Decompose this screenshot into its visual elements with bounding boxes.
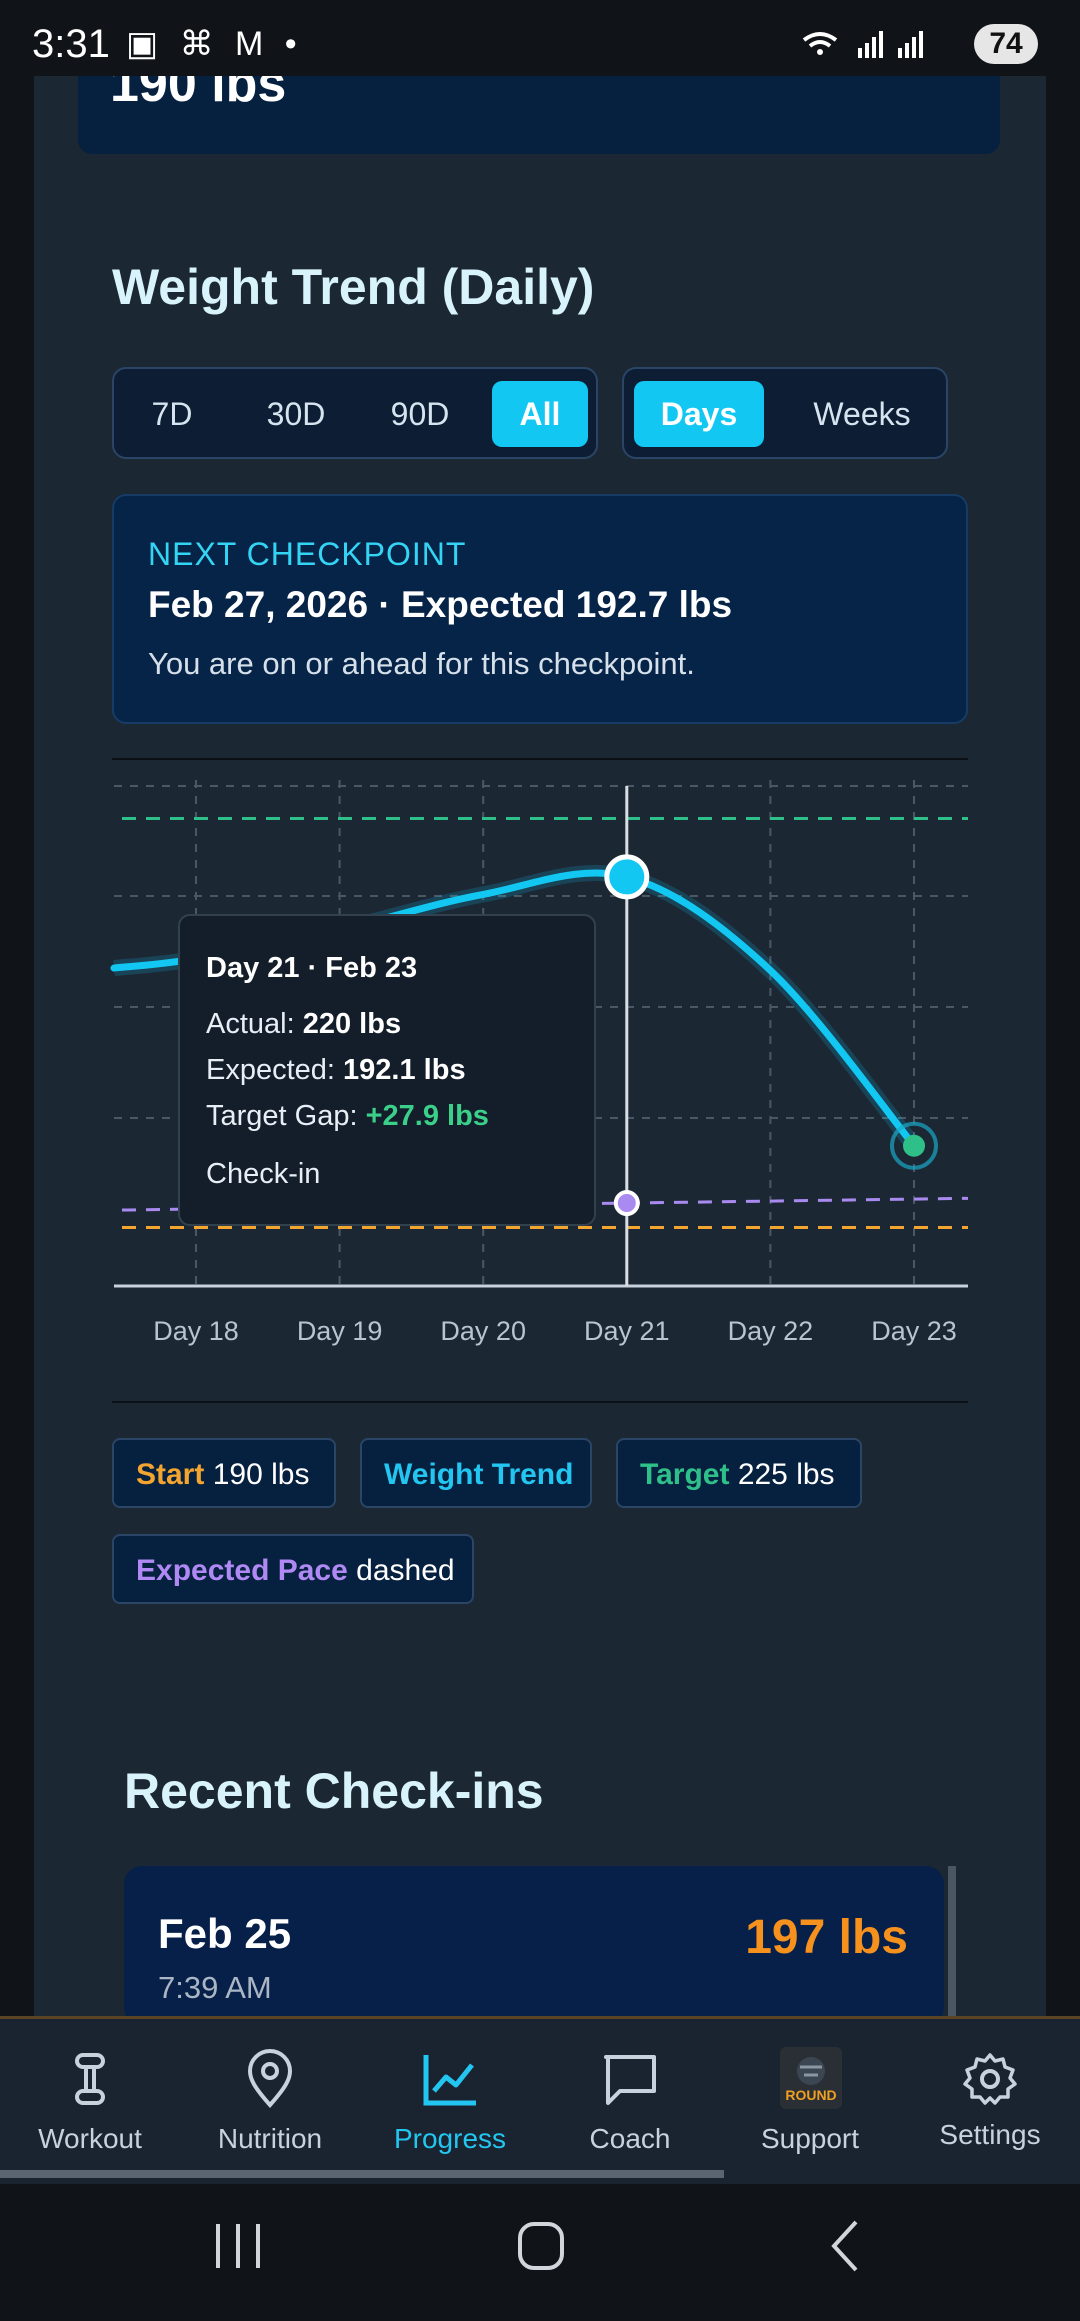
latest-point — [903, 1134, 925, 1157]
list-scrollbar[interactable] — [948, 1866, 956, 2016]
wifi-signal-icon — [802, 31, 923, 58]
checkpoint-title: Feb 27, 2026 · Expected 192.7 lbs — [148, 584, 733, 625]
checkin-weight: 197 lbs — [745, 1911, 908, 1964]
notification-icons: ▣ ⌘ M • — [126, 25, 303, 63]
legend-start: Start 190 lbs — [112, 1438, 336, 1508]
system-navigation-bar — [0, 2184, 1080, 2316]
nav-settings[interactable]: Settings — [900, 2019, 1080, 2187]
unit-weeks-button[interactable]: Weeks — [813, 396, 911, 432]
x-tick-label: Day 18 — [153, 1316, 239, 1346]
nav-label-settings: Settings — [939, 2119, 1041, 2150]
expected-point — [613, 1190, 640, 1217]
x-tick-label: Day 23 — [871, 1316, 957, 1346]
x-tick-label: Day 21 — [584, 1316, 670, 1346]
x-tick-label: Day 19 — [297, 1316, 383, 1346]
weight-trend-title: Weight Trend (Daily) — [112, 259, 595, 315]
next-checkpoint-card: NEXT CHECKPOINT Feb 27, 2026 · Expected … — [112, 494, 968, 724]
current-weight-card: 190 lbs — [78, 76, 1000, 154]
legend-weight-trend: Weight Trend — [360, 1438, 592, 1508]
signal-icons — [800, 26, 930, 70]
range-90d-button[interactable]: 90D — [390, 396, 450, 432]
nav-label-progress: Progress — [393, 2123, 507, 2154]
recent-apps-button[interactable] — [216, 2224, 260, 2268]
chart-top-divider — [112, 758, 968, 760]
status-bar: 3:31 ▣ ⌘ M • 74 — [0, 0, 1080, 76]
unit-selector: Days Weeks — [622, 367, 948, 459]
tooltip-title: Day 21 · Feb 23 — [206, 952, 418, 984]
range-all-button[interactable]: All — [492, 381, 588, 447]
tooltip-expected: Expected: 192.1 lbs — [206, 1054, 466, 1086]
checkpoint-subtitle: You are on or ahead for this checkpoint. — [148, 646, 695, 681]
nav-nutrition[interactable]: Nutrition — [180, 2019, 360, 2187]
battery-icon: 74 — [974, 24, 1038, 64]
nav-workout[interactable]: Workout — [0, 2019, 180, 2187]
nav-scroll-indicator — [0, 2170, 724, 2178]
chart-bottom-divider — [112, 1401, 968, 1403]
back-button[interactable] — [831, 2220, 858, 2272]
tooltip-actual: Actual: 220 lbs — [206, 1008, 402, 1040]
support-logo-icon — [797, 2057, 825, 2085]
location-pin-icon — [247, 2049, 293, 2109]
latest-point-ring — [890, 1121, 938, 1170]
support-image: ROUND — [780, 2047, 842, 2109]
nav-support[interactable]: ROUND Support — [720, 2019, 900, 2187]
selected-point — [604, 854, 650, 900]
bottom-navigation: Workout Nutrition Progress Coach ROUND S… — [0, 2016, 1080, 2187]
chart-line-icon — [423, 2055, 476, 2106]
current-weight-value: 190 lbs — [110, 76, 287, 113]
range-30d-button[interactable]: 30D — [266, 396, 326, 432]
unit-days-button[interactable]: Days — [634, 381, 764, 447]
range-selector: 7D 30D 90D All — [112, 367, 598, 459]
tooltip-target-gap: Target Gap: +27.9 lbs — [206, 1100, 489, 1132]
nav-label-support: Support — [760, 2123, 860, 2154]
x-tick-label: Day 20 — [440, 1316, 526, 1346]
nav-progress[interactable]: Progress — [360, 2019, 540, 2187]
checkin-time: 7:39 AM — [158, 1970, 272, 2005]
nav-label-coach: Coach — [589, 2123, 671, 2154]
dumbbell-icon — [75, 2053, 105, 2105]
nav-label-workout: Workout — [38, 2123, 142, 2154]
gear-icon — [963, 2053, 1017, 2105]
recent-checkins-title: Recent Check-ins — [124, 1763, 544, 1819]
checkin-date: Feb 25 — [158, 1910, 292, 1957]
nav-coach[interactable]: Coach — [540, 2019, 720, 2187]
checkin-card[interactable]: Feb 25 7:39 AM 197 lbs — [124, 1866, 944, 2026]
status-time: 3:31 — [32, 22, 110, 66]
series-line-expected-pace — [121, 1196, 969, 1212]
range-7d-button[interactable]: 7D — [151, 396, 193, 432]
tooltip-type: Check-in — [206, 1158, 321, 1190]
x-tick-label: Day 22 — [728, 1316, 814, 1346]
chat-bubble-icon — [604, 2055, 656, 2105]
legend-expected-pace: Expected Pace dashed — [112, 1534, 474, 1604]
checkpoint-label: NEXT CHECKPOINT — [148, 536, 467, 572]
chart-tooltip: Day 21 · Feb 23 Actual: 220 lbs Expected… — [178, 914, 596, 1226]
home-button[interactable] — [518, 2222, 564, 2270]
legend-target: Target 225 lbs — [616, 1438, 862, 1508]
nav-label-nutrition: Nutrition — [217, 2123, 323, 2154]
